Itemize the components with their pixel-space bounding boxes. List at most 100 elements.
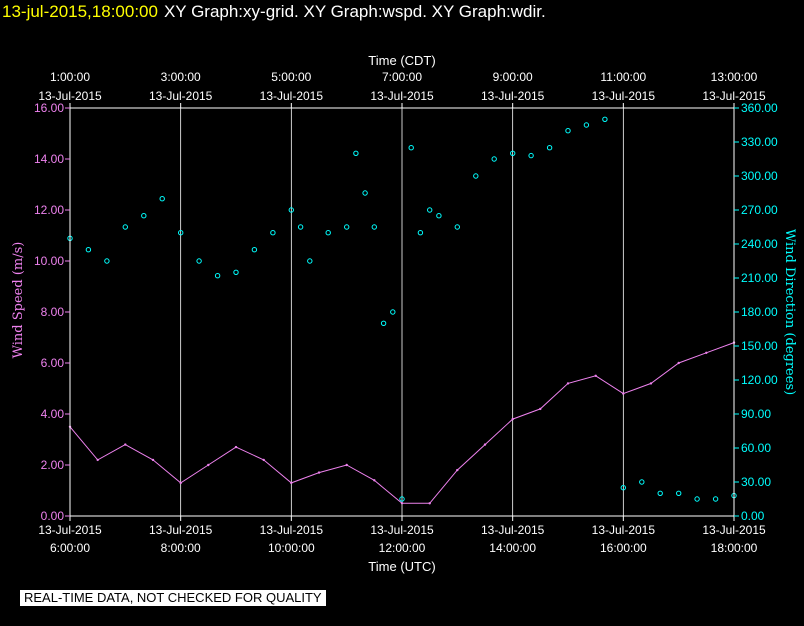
bottom-tick-date: 13-Jul-2015 [481,523,545,537]
wind-direction-point [371,224,377,230]
wind-direction-point [159,196,165,202]
wind-speed-point [677,361,680,365]
wind-direction-point [454,224,460,230]
wind-direction-point [602,116,608,123]
wind-direction-point [141,213,147,219]
axes: 13-Jul-2015 6:00:00 13-Jul-2015 8:00:00 13-J… [34,70,778,555]
top-tick-date: 13-Jul-2015 [702,89,766,103]
wind-speed-point [290,481,293,485]
wind-speed-point [483,443,487,446]
wind-direction-point [325,230,331,236]
wind-speed-point [428,502,431,505]
right-axis-title: Wind Direction (degrees) [782,229,797,395]
left-tick-label: 16.00 [34,101,64,115]
left-tick-label: 0.00 [41,509,65,523]
wind-direction-point [491,156,497,162]
wind-speed-point [649,382,653,385]
wind-direction-point [251,247,258,253]
wind-speed-point [124,443,127,446]
left-tick-label: 6.00 [41,356,65,370]
wind-direction-point [565,128,571,134]
header-timestamp: 13-jul-2015,18:00:00 [2,2,158,21]
wind-direction-point [694,496,700,502]
top-tick-date: 13-Jul-2015 [260,89,324,103]
top-tick-time: 11:00:00 [600,70,646,84]
wind-direction-point [344,224,350,230]
wind-speed-point [262,458,265,462]
quality-banner: REAL-TIME DATA, NOT CHECKED FOR QUALITY [20,590,326,606]
right-tick-label: 300.00 [741,169,778,183]
wind-direction-point [390,309,396,315]
bottom-tick-date: 13-Jul-2015 [149,523,213,537]
top-tick-time: 7:00:00 [382,70,422,84]
left-tick-label: 14.00 [34,152,64,166]
top-tick-date: 13-Jul-2015 [149,89,213,103]
graph-header: 13-jul-2015,18:00:00 XY Graph:xy-grid. XY… [2,2,546,22]
wind-direction-point [362,190,368,196]
wind-speed-point [207,463,210,467]
bottom-axis-title: Time (UTC) [368,559,435,574]
bottom-tick-date: 13-Jul-2015 [592,523,656,537]
wind-speed-point [705,351,708,354]
wind-direction-point [233,269,239,275]
wind-direction-point [436,213,442,219]
wind-speed-point [539,407,542,411]
wind-direction-point [546,145,553,151]
bottom-tick-date: 13-Jul-2015 [370,523,434,537]
wind-speed-point [594,374,597,377]
right-tick-label: 120.00 [741,373,778,387]
wind-direction-point [288,207,294,213]
bottom-tick-time: 16:00:00 [600,541,647,555]
wind-speed-point [151,458,155,462]
wind-direction-point [639,479,645,485]
wind-direction-point [104,258,110,264]
left-tick-label: 4.00 [41,407,65,421]
wind-direction-series [67,116,737,502]
wind-direction-point [380,320,387,326]
wind-direction-point [270,230,276,236]
wind-speed-point [400,502,404,505]
right-tick-label: 270.00 [741,203,778,217]
left-tick-label: 12.00 [34,203,64,217]
right-tick-label: 90.00 [741,407,771,421]
bottom-tick-time: 10:00:00 [268,541,315,555]
bottom-tick-date: 13-Jul-2015 [702,523,766,537]
wind-direction-point [417,230,424,236]
right-tick-label: 360.00 [741,101,778,115]
wind-direction-point [408,145,414,151]
top-tick-date: 13-Jul-2015 [370,89,434,103]
wind-speed-point [373,479,376,482]
bottom-tick-time: 14:00:00 [489,541,536,555]
wind-direction-point [399,496,405,502]
wind-direction-point [196,258,202,264]
top-tick-date: 13-Jul-2015 [38,89,102,103]
right-tick-label: 330.00 [741,135,778,149]
wind-speed-point [96,458,99,462]
wind-direction-point [528,152,534,159]
wind-direction-point [676,490,682,496]
right-tick-label: 210.00 [741,271,778,285]
top-tick-time: 13:00:00 [711,70,758,84]
top-tick-time: 9:00:00 [493,70,533,84]
wind-speed-series [68,341,736,505]
wind-direction-point [620,485,626,491]
right-tick-label: 30.00 [741,475,771,489]
top-tick-time: 1:00:00 [50,70,90,84]
wind-direction-point [510,150,516,157]
right-tick-label: 180.00 [741,305,778,319]
wind-direction-point [307,258,313,264]
wind-speed-point [179,481,182,485]
top-tick-date: 13-Jul-2015 [481,89,545,103]
bottom-tick-time: 6:00:00 [50,541,90,555]
wind-direction-point [712,496,719,502]
wind-direction-point [353,150,359,157]
wind-direction-point [122,224,129,230]
bottom-tick-time: 12:00:00 [379,541,426,555]
wind-speed-point [456,468,459,472]
bottom-tick-time: 8:00:00 [161,541,201,555]
wind-direction-point [85,247,92,253]
header-graph-list: XY Graph:xy-grid. XY Graph:wspd. XY Grap… [163,2,546,21]
wind-speed-point [345,463,348,467]
wind-speed-point [566,382,570,385]
wind-direction-point [297,224,304,230]
